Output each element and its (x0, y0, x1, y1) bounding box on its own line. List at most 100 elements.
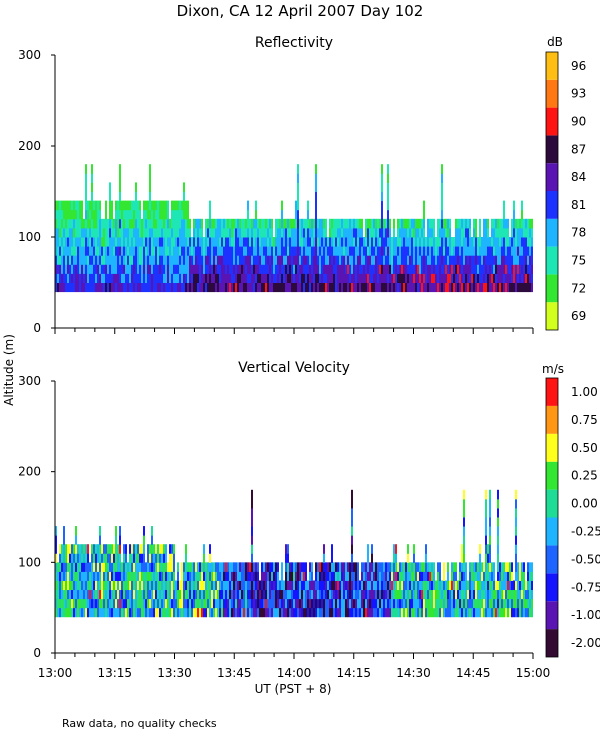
echo-cell (323, 264, 325, 274)
echo-cell (343, 282, 345, 293)
echo-cell (169, 227, 171, 238)
echo-cell (99, 218, 101, 229)
echo-cell (403, 589, 405, 600)
echo-cell (413, 273, 415, 283)
echo-cell (275, 255, 277, 265)
echo-cell (309, 598, 311, 609)
echo-cell (331, 246, 333, 256)
colorbar-swatch (546, 302, 558, 330)
echo-cell (77, 227, 79, 238)
echo-cell (75, 264, 77, 274)
echo-cell (499, 571, 501, 581)
echo-cell (241, 264, 243, 274)
echo-cell (141, 264, 143, 274)
echo-cell (361, 598, 363, 609)
echo-cell (221, 255, 223, 265)
echo-cell (517, 246, 519, 256)
echo-cell (415, 580, 417, 591)
echo-cell (285, 580, 287, 591)
echo-cell (359, 218, 361, 229)
echo-cell (81, 218, 83, 229)
echo-cell (403, 255, 405, 265)
echo-cell (461, 246, 463, 256)
echo-cell (203, 580, 205, 591)
echo-cell (423, 571, 425, 581)
echo-cell (399, 571, 401, 581)
echo-cell (83, 562, 85, 572)
echo-cell (367, 255, 369, 265)
echo-cell (327, 598, 329, 609)
echo-cell (335, 237, 337, 247)
echo-cell (125, 544, 127, 554)
echo-cell (87, 571, 89, 581)
echo-cell (75, 598, 77, 609)
echo-cell (239, 218, 241, 229)
echo-cell (119, 200, 121, 211)
echo-cell (77, 580, 79, 591)
echo-cell (343, 562, 345, 572)
echo-cell (297, 571, 299, 581)
echo-cell (289, 273, 291, 283)
echo-cell (103, 264, 105, 274)
echo-cell (159, 200, 161, 211)
echo-cell (57, 227, 59, 238)
echo-cell (153, 273, 155, 283)
echo-cell (193, 273, 195, 283)
echo-cell (213, 273, 215, 283)
echo-cell (305, 255, 307, 265)
echo-cell (85, 227, 87, 238)
echo-cell (241, 255, 243, 265)
echo-cell (167, 209, 169, 220)
echo-cell (529, 237, 531, 247)
echo-cell (369, 255, 371, 265)
echo-cell (329, 571, 331, 581)
echo-cell (199, 598, 201, 609)
echo-cell (237, 282, 239, 293)
echo-cell (401, 255, 403, 265)
echo-cell (71, 264, 73, 274)
echo-cell (293, 562, 295, 572)
echo-cell (295, 255, 297, 265)
echo-cell (223, 255, 225, 265)
echo-cell (329, 580, 331, 591)
echo-cell (99, 227, 101, 238)
echo-cell (327, 273, 329, 283)
echo-cell (155, 598, 157, 609)
echo-cell (347, 598, 349, 609)
echo-cell (251, 489, 253, 500)
echo-cell (107, 562, 109, 572)
echo-cell (231, 264, 233, 274)
echo-cell (59, 218, 61, 229)
echo-cell (455, 598, 457, 609)
echo-cell (185, 598, 187, 609)
echo-cell (55, 237, 57, 247)
echo-cell (67, 544, 69, 554)
echo-cell (269, 273, 271, 283)
echo-cell (189, 237, 191, 247)
echo-cell (223, 227, 225, 238)
echo-cell (227, 607, 229, 618)
echo-cell (359, 273, 361, 283)
echo-cell (197, 562, 199, 572)
echo-cell (291, 282, 293, 293)
echo-cell (317, 571, 319, 581)
echo-cell (507, 571, 509, 581)
echo-cell (99, 264, 101, 274)
echo-cell (179, 264, 181, 274)
echo-cell (381, 571, 383, 581)
echo-cell (71, 209, 73, 220)
echo-cell (109, 182, 111, 192)
echo-cell (137, 589, 139, 600)
echo-cell (137, 282, 139, 293)
echo-cell (103, 553, 105, 563)
echo-cell (189, 227, 191, 238)
echo-cell (227, 273, 229, 283)
echo-cell (407, 544, 409, 554)
echo-cell (413, 562, 415, 572)
echo-cell (95, 544, 97, 554)
echo-cell (415, 227, 417, 238)
y-tick-label: 200 (18, 139, 41, 153)
echo-cell (433, 246, 435, 256)
echo-cell (463, 282, 465, 293)
x-tick-label: 13:45 (217, 666, 252, 680)
